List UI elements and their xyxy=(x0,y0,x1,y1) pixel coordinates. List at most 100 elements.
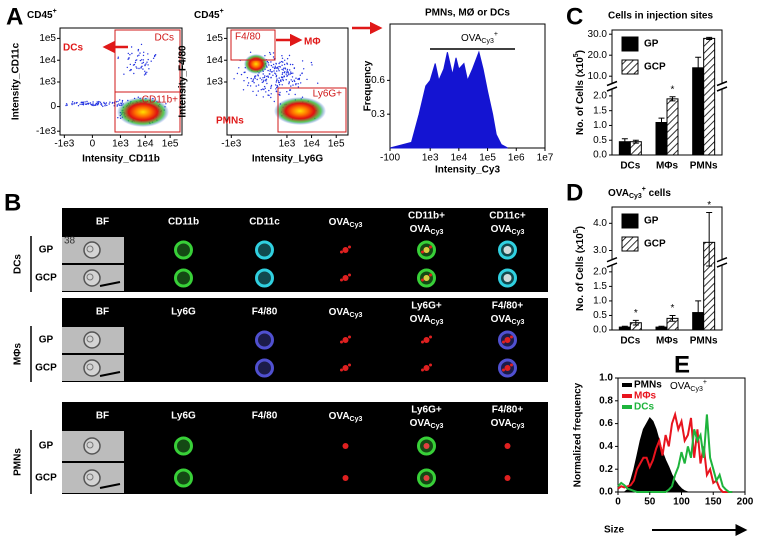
event-dot xyxy=(66,104,68,106)
row-label: GCP xyxy=(35,273,57,284)
fluorescent-spot xyxy=(429,273,432,277)
error-bar xyxy=(621,138,628,146)
event-dot xyxy=(284,71,286,73)
text-part: cells xyxy=(646,188,671,199)
event-dot xyxy=(300,82,302,84)
x-tick-label: MΦs xyxy=(656,336,679,347)
event-dot xyxy=(288,93,290,95)
x-tick-label: 50 xyxy=(644,497,656,508)
subscript: Cy3 xyxy=(512,423,525,430)
event-dot xyxy=(257,90,259,92)
event-dot xyxy=(293,79,295,82)
event-dot xyxy=(250,77,252,80)
y-axis-label: Intensity_F4/80 xyxy=(178,45,189,118)
event-dot xyxy=(240,73,243,76)
event-dot xyxy=(133,63,136,66)
cell-outline xyxy=(83,469,101,487)
cell-nucleus xyxy=(86,245,94,253)
text-part: OVA xyxy=(670,381,691,392)
event-dot xyxy=(92,101,94,103)
text-part: OVA xyxy=(329,411,350,422)
image-label: 38 xyxy=(64,236,76,247)
fluorescent-cell xyxy=(255,358,274,378)
event-dot xyxy=(249,51,252,53)
fluorescent-spot xyxy=(423,365,430,371)
fluorescent-spot xyxy=(342,247,349,253)
cell-nucleus xyxy=(86,473,94,481)
event-dot xyxy=(254,76,256,78)
event-dot xyxy=(147,64,149,66)
gate-label: F4/80 xyxy=(235,32,261,43)
x-tick-label: 1e5 xyxy=(328,139,345,150)
event-dot xyxy=(104,105,106,107)
axis-break-gap xyxy=(608,83,616,89)
event-dot xyxy=(269,53,272,55)
x-tick-label: 1e4 xyxy=(137,139,154,150)
event-dot xyxy=(263,85,266,88)
event-dot xyxy=(144,72,147,74)
axis-break-gap xyxy=(718,83,726,89)
fluorescent-spot xyxy=(348,335,351,339)
event-dot xyxy=(292,72,294,74)
event-dot xyxy=(243,80,245,82)
density-spot xyxy=(117,97,169,127)
text-part: ) xyxy=(575,50,586,53)
event-dot xyxy=(265,78,268,81)
error-bar xyxy=(706,211,713,267)
event-dot xyxy=(144,70,146,73)
y-tick-label: 30.0 xyxy=(588,29,608,40)
fluorescent-spot xyxy=(348,273,351,277)
x-axis-label: Size xyxy=(604,525,624,536)
x-axis-label: Intensity_Cy3 xyxy=(435,165,500,176)
fluorescent-cell xyxy=(255,330,274,350)
event-dot xyxy=(95,102,98,105)
event-dot xyxy=(289,73,291,75)
event-dot xyxy=(117,117,119,119)
axis-break xyxy=(716,256,728,268)
event-dot xyxy=(278,84,281,86)
column-header: Ly6G xyxy=(171,411,196,422)
column-header: CD11b+ xyxy=(408,211,445,222)
text-part: OVA xyxy=(410,314,431,325)
chart-title: Cells in injection sites xyxy=(608,11,713,22)
event-dot xyxy=(282,61,284,63)
event-dot xyxy=(292,84,294,86)
column-header: OVACy3 xyxy=(329,411,363,424)
x-tick-label: -1e3 xyxy=(54,139,74,150)
panel-letter: B xyxy=(4,189,21,216)
event-dot xyxy=(288,54,291,57)
column-header: CD11c+ xyxy=(489,211,526,222)
event-dot xyxy=(286,63,289,65)
cell-outline xyxy=(83,359,101,377)
event-dot xyxy=(259,77,261,79)
event-dot xyxy=(143,74,146,76)
line xyxy=(617,410,733,493)
event-dot xyxy=(253,82,255,84)
event-dot xyxy=(276,66,279,69)
event-dot xyxy=(86,102,88,105)
density-spot xyxy=(244,54,268,74)
event-dot xyxy=(79,103,81,106)
error-bar xyxy=(695,300,702,325)
y-tick-label: 0.6 xyxy=(599,418,613,429)
event-dot xyxy=(106,104,108,107)
event-dot xyxy=(83,102,85,105)
event-dot xyxy=(103,102,106,105)
event-dot xyxy=(141,62,143,64)
event-dot xyxy=(267,69,269,72)
fluorescent-spot xyxy=(342,443,349,449)
event-dot xyxy=(272,63,275,66)
y-tick-label: 0.0 xyxy=(593,150,607,161)
event-dot xyxy=(297,78,300,80)
row-label: GP xyxy=(39,335,54,346)
superscript: 5 xyxy=(573,229,580,233)
event-dot xyxy=(281,68,283,71)
event-dot xyxy=(133,72,135,75)
event-dot xyxy=(310,61,313,64)
event-dot xyxy=(142,59,145,61)
chart-title: PMNs, MØ or DCs xyxy=(425,8,510,19)
event-dot xyxy=(118,103,120,105)
superscript: + xyxy=(703,379,707,386)
column-header: F4/80+ xyxy=(492,301,524,312)
